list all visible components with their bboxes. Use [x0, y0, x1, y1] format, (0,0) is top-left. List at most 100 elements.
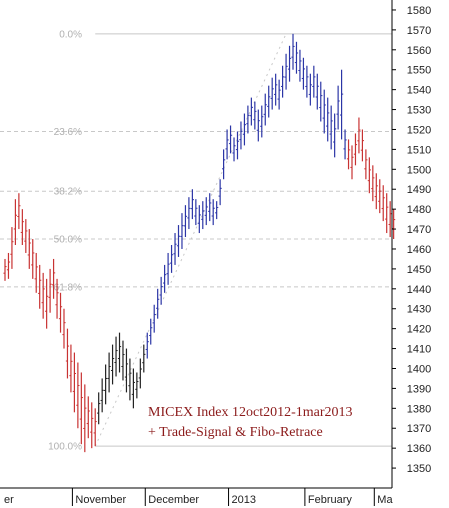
- price-bars: [3, 33, 396, 453]
- price-bar: [152, 304, 156, 333]
- price-bar: [225, 129, 229, 160]
- price-bar: [183, 205, 188, 238]
- price-bar: [284, 53, 288, 90]
- x-tick-label: er: [4, 494, 14, 506]
- annotation-box: MICEX Index 12oct2012-1mar2013 + Trade-S…: [148, 405, 353, 440]
- price-bar: [79, 372, 83, 445]
- price-bar: [27, 229, 31, 269]
- price-bar: [159, 276, 163, 305]
- price-bar: [305, 65, 309, 98]
- price-bar: [117, 332, 122, 373]
- price-bar: [128, 358, 132, 401]
- price-bar: [114, 336, 118, 377]
- price-bar: [176, 225, 181, 257]
- x-tick-label: December: [148, 494, 199, 506]
- y-tick-label: 1360: [407, 443, 431, 455]
- price-bar: [13, 199, 18, 245]
- price-bar: [364, 149, 368, 180]
- price-bar: [83, 384, 87, 453]
- price-bar: [41, 272, 45, 319]
- price-bar: [336, 85, 340, 130]
- price-bar: [291, 33, 295, 70]
- price-bar: [239, 121, 243, 150]
- fib-label: 23.6%: [54, 127, 82, 138]
- price-bar: [319, 81, 323, 122]
- price-bar: [235, 131, 240, 160]
- price-bar: [110, 344, 115, 385]
- fib-label: 61.8%: [54, 282, 82, 293]
- price-bar: [145, 332, 149, 359]
- price-bar: [263, 93, 267, 126]
- price-bar: [121, 340, 125, 381]
- price-bar: [333, 113, 337, 158]
- price-bar: [17, 193, 21, 230]
- x-tick-label: November: [75, 494, 126, 506]
- price-bar: [65, 328, 70, 379]
- price-bar: [201, 201, 205, 230]
- price-bar: [315, 73, 319, 110]
- price-bar: [260, 105, 264, 138]
- y-tick-label: 1580: [407, 5, 431, 17]
- price-bar: [360, 129, 365, 162]
- price-bar: [163, 264, 167, 293]
- fib-label: 100.0%: [48, 442, 82, 453]
- axes: 1350 1360 1370 1380 1390 1400 1410 1420 1430 1440…: [0, 0, 431, 506]
- price-bar: [371, 165, 375, 202]
- price-bar: [166, 252, 170, 285]
- price-bar: [218, 179, 222, 206]
- fib-label: 38.2%: [54, 187, 82, 198]
- price-bar: [149, 318, 153, 345]
- price-bar: [287, 45, 292, 82]
- price-bar: [308, 73, 312, 106]
- price-bar: [86, 396, 90, 439]
- price-bar: [343, 129, 347, 160]
- price-bar: [274, 73, 278, 106]
- y-tick-label: 1390: [407, 383, 431, 395]
- y-tick-label: 1570: [407, 25, 431, 37]
- price-bar: [329, 105, 333, 150]
- x-tick-label: February: [308, 494, 353, 506]
- price-bar: [208, 193, 212, 222]
- price-bar: [124, 348, 129, 393]
- y-tick-label: 1530: [407, 105, 431, 117]
- price-bar: [270, 77, 274, 110]
- price-bar: [104, 364, 108, 405]
- price-bar: [62, 308, 66, 349]
- price-bar: [378, 179, 382, 214]
- price-bar: [204, 197, 208, 226]
- price-bar: [298, 49, 302, 82]
- price-bar: [294, 41, 299, 74]
- price-bar: [246, 105, 250, 134]
- price-bar: [58, 292, 63, 333]
- price-bar: [72, 352, 76, 413]
- y-tick-label: 1400: [407, 363, 431, 375]
- y-tick-label: 1430: [407, 304, 431, 316]
- y-tick-label: 1540: [407, 85, 431, 97]
- y-tick-label: 1500: [407, 164, 431, 176]
- price-bar: [55, 278, 59, 319]
- y-tick-label: 1370: [407, 423, 431, 435]
- price-bar: [222, 149, 226, 180]
- price-bar: [169, 244, 174, 273]
- price-bar: [374, 173, 378, 210]
- price-bar: [301, 57, 306, 90]
- price-bar: [138, 358, 142, 389]
- price-bar: [211, 199, 215, 226]
- price-bar: [51, 258, 56, 299]
- price-bar: [267, 85, 271, 118]
- price-bar: [228, 125, 233, 154]
- price-bar: [156, 288, 160, 319]
- annotation-line-2: + Trade-Signal & Fibo-Retrace: [148, 425, 323, 440]
- y-tick-label: 1550: [407, 65, 431, 77]
- price-bar: [385, 193, 389, 234]
- price-bar: [322, 89, 326, 134]
- price-bar: [3, 258, 7, 281]
- price-bar: [256, 109, 260, 142]
- price-bar: [180, 213, 184, 249]
- price-bar: [93, 408, 97, 447]
- price-bar: [281, 65, 285, 98]
- price-bar: [45, 278, 49, 329]
- price-bar: [107, 352, 111, 393]
- plot-background: [0, 0, 392, 488]
- price-bar: [353, 133, 358, 166]
